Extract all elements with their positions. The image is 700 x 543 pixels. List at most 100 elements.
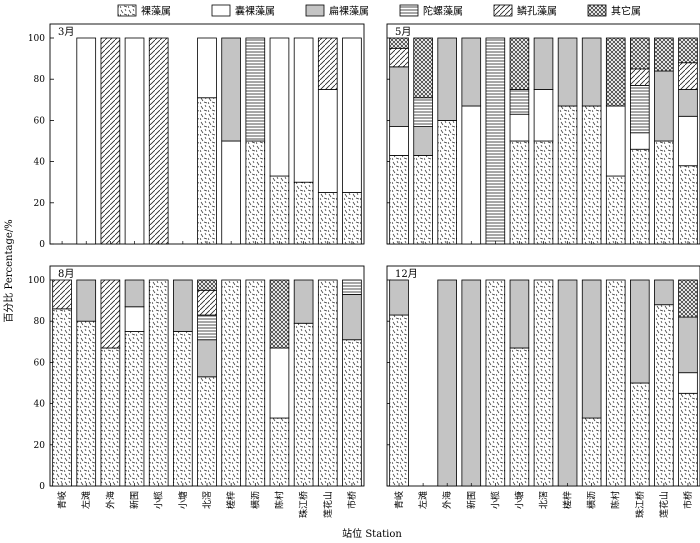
bar-segment <box>100 279 121 349</box>
legend-swatch-4 <box>493 4 513 17</box>
bar-segment <box>293 37 314 183</box>
bar-segment <box>678 37 698 64</box>
legend-swatch-1 <box>211 4 231 17</box>
bar-segment <box>413 126 433 156</box>
y-tick-label: 80 <box>34 317 46 327</box>
bar-segment <box>245 37 266 142</box>
bar-segment <box>678 392 698 487</box>
bar-segment <box>581 105 602 245</box>
bar-segment <box>605 37 626 107</box>
legend-label-0: 裸藻属 <box>141 5 171 18</box>
bar-segment <box>533 89 554 142</box>
bar-segment <box>557 279 578 487</box>
bar-segment <box>581 37 602 107</box>
bar-segment <box>654 70 674 142</box>
bar-segment <box>197 314 217 341</box>
x-tick-label: 小塘 <box>513 491 525 509</box>
bar-segment <box>485 279 506 487</box>
bar-segment <box>197 279 217 291</box>
y-tick-label: 80 <box>34 75 46 85</box>
bar-segment <box>581 417 602 487</box>
bar-segment <box>148 279 169 487</box>
bar-segment <box>221 37 241 142</box>
bar-segment <box>461 37 482 107</box>
bar-segment <box>509 89 530 115</box>
bar-segment <box>533 37 554 90</box>
bar-segment <box>197 289 217 316</box>
bar-segment <box>678 115 698 167</box>
bar-segment <box>76 37 97 245</box>
bar-segment <box>76 279 97 322</box>
bar-segment <box>269 37 290 177</box>
panel-title: 12月 <box>395 268 418 280</box>
y-tick-label: 60 <box>34 116 46 126</box>
panel-title: 5月 <box>395 26 411 38</box>
bar-segment <box>461 105 482 245</box>
x-tick-label: 市桥 <box>346 491 358 509</box>
bar-segment <box>509 140 530 245</box>
bar-segment <box>509 347 530 487</box>
x-tick-label: 陈村 <box>273 491 285 509</box>
x-axis-title: 站位 Station <box>342 527 402 540</box>
bar-segment <box>269 417 290 487</box>
bar-segment <box>124 37 145 245</box>
bar-segment <box>389 66 409 127</box>
bar-segment <box>389 126 409 156</box>
bar-segment <box>654 304 674 487</box>
y-axis-title: 百分比 Percentage/% <box>3 219 15 322</box>
bar-segment <box>678 89 698 117</box>
bar-segment <box>678 372 698 394</box>
legend-swatch-2 <box>305 4 325 17</box>
panel-title: 8月 <box>58 268 74 280</box>
legend: 裸藻属 囊裸藻属 扁裸藻属 陀螺藻属 鳞孔藻属 其它属 <box>117 4 641 18</box>
y-tick-label: 20 <box>34 441 46 451</box>
x-tick-label: 青岐 <box>56 491 68 509</box>
bar-segment <box>389 279 409 316</box>
bar-segment <box>389 47 409 68</box>
bar-segment <box>317 37 338 90</box>
legend-swatch-3 <box>399 4 419 17</box>
y-tick-label: 0 <box>39 482 45 492</box>
bar-segment <box>389 314 409 487</box>
x-tick-label: 外海 <box>104 491 116 509</box>
x-tick-label: 新围 <box>465 491 477 509</box>
x-tick-label: 槎梓 <box>225 491 237 509</box>
bar-segment <box>581 279 602 419</box>
bar-segment <box>533 140 554 245</box>
bar-segment <box>221 140 241 245</box>
bar-segment <box>221 279 241 487</box>
bar-segment <box>76 320 97 487</box>
y-tick-label: 40 <box>34 400 46 410</box>
bar-segment <box>509 279 530 349</box>
bar-segment <box>630 84 650 134</box>
bar-segment <box>293 279 314 324</box>
x-tick-label: 青岐 <box>393 491 405 509</box>
bar-segment <box>509 37 530 90</box>
x-tick-label: 左滩 <box>417 491 429 509</box>
bar-segment <box>173 331 193 487</box>
bar-segment <box>485 37 506 245</box>
panel-title: 3月 <box>58 26 74 38</box>
bar-segment <box>509 113 530 142</box>
bar-segment <box>342 192 362 245</box>
bar-segment <box>678 62 698 90</box>
bar-segment <box>293 181 314 245</box>
y-tick-label: 0 <box>39 240 45 250</box>
bar-segment <box>630 132 650 150</box>
y-tick-label: 20 <box>34 199 46 209</box>
bar-segment <box>630 37 650 70</box>
bar-segment <box>317 192 338 245</box>
bar-segment <box>245 140 266 245</box>
bar-segment <box>678 316 698 374</box>
bar-segment <box>413 37 433 99</box>
bar-segment <box>317 279 338 487</box>
y-tick-label: 60 <box>34 358 46 368</box>
bar-segment <box>148 37 169 245</box>
bar-segment <box>605 175 626 245</box>
x-tick-label: 小榄 <box>489 491 501 509</box>
bar-segment <box>630 382 650 487</box>
bar-segment <box>100 347 121 487</box>
bar-segment <box>245 279 266 487</box>
